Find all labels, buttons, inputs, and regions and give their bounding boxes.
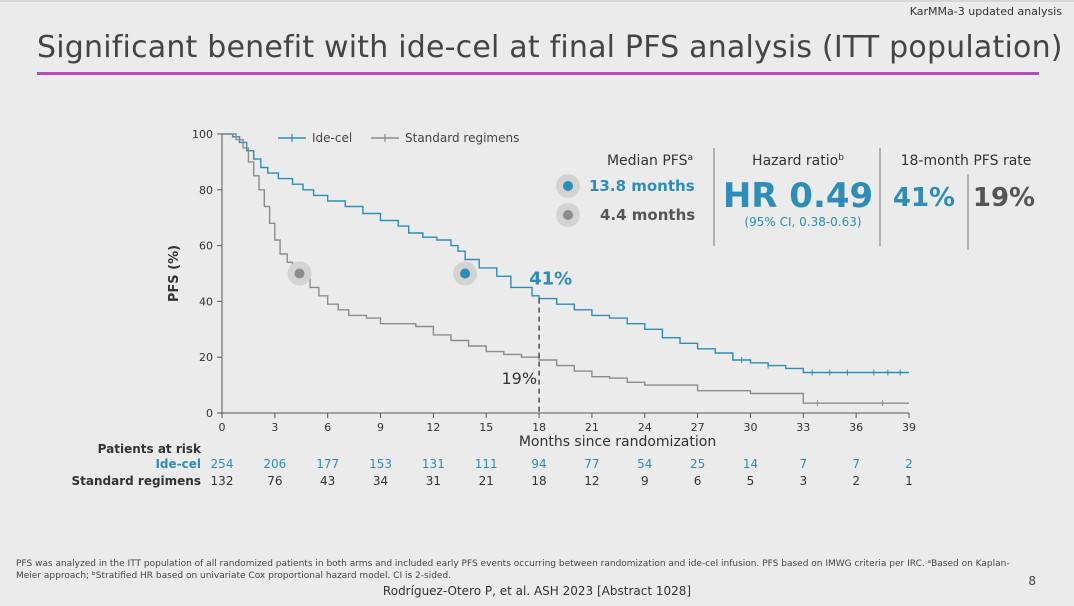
risk-cell: 131	[422, 457, 445, 471]
risk-cell: 25	[690, 457, 705, 471]
risk-cell: 77	[584, 457, 599, 471]
stats-panel: Median PFSa 13.8 months 4.4 months Hazard r…	[556, 148, 1035, 250]
x-tick-label: 6	[324, 421, 331, 434]
x-tick-label: 18	[532, 421, 546, 434]
risk-cell: 34	[373, 474, 388, 488]
risk-cell: 43	[320, 474, 335, 488]
citation: Rodríguez-Otero P, et al. ASH 2023 [Abst…	[382, 584, 692, 598]
risk-table-header: Patients at risk	[98, 442, 202, 456]
pfs-rate-standard: 19%	[973, 183, 1035, 213]
slide-title: Significant benefit with ide-cel at fina…	[37, 30, 1063, 65]
x-tick-label: 36	[849, 421, 863, 434]
median-legend-dot-idecel	[563, 181, 573, 191]
median-pfs-title: Median PFSa	[607, 153, 693, 169]
risk-cell: 31	[426, 474, 441, 488]
risk-cell: 153	[369, 457, 392, 471]
x-tick-label: 24	[638, 421, 652, 434]
series-layer	[222, 133, 909, 407]
risk-cell: 206	[263, 457, 286, 471]
risk-cell: 94	[531, 457, 546, 471]
y-tick-label: 100	[192, 128, 213, 141]
hazard-ratio-ci: (95% CI, 0.38-0.63)	[744, 215, 861, 229]
y-tick-label: 60	[199, 240, 213, 253]
risk-cell: 177	[316, 457, 339, 471]
y-axis-label: PFS (%)	[167, 245, 182, 302]
risk-cell: 3	[799, 474, 807, 488]
x-tick-label: 39	[902, 421, 916, 434]
x-tick-label: 30	[743, 421, 757, 434]
superscript: a	[687, 153, 693, 163]
risk-cell: 2	[905, 457, 913, 471]
risk-cell: 12	[584, 474, 599, 488]
risk-row-label: Standard regimens	[72, 474, 201, 488]
x-tick-label: 21	[585, 421, 599, 434]
risk-cell: 21	[479, 474, 494, 488]
median-marker-dot	[460, 268, 471, 279]
median-idecel-value: 13.8 months	[589, 177, 695, 195]
pfs-rate-idecel: 41%	[893, 183, 955, 213]
legend-label: Ide-cel	[312, 131, 352, 145]
median-legend-dot-standard	[563, 210, 573, 220]
y-tick-label: 40	[199, 295, 213, 308]
y-tick-label: 0	[206, 407, 213, 420]
risk-cell: 1	[905, 474, 913, 488]
landmark-standard-label: 19%	[502, 369, 538, 388]
risk-cell: 9	[641, 474, 649, 488]
risk-cell: 111	[475, 457, 498, 471]
x-tick-label: 12	[426, 421, 440, 434]
top-border	[0, 0, 1074, 2]
legend-label: Standard regimens	[405, 131, 519, 145]
hazard-ratio-value: HR 0.49	[723, 176, 873, 216]
footnote: PFS was analyzed in the ITT population o…	[16, 559, 1010, 581]
risk-cell: 132	[211, 474, 234, 488]
x-axis-label: Months since randomization	[519, 434, 716, 450]
risk-cell: 254	[211, 457, 234, 471]
risk-cell: 7	[799, 457, 807, 471]
risk-cell: 7	[852, 457, 860, 471]
risk-cell: 14	[743, 457, 758, 471]
y-tick-label: 80	[199, 184, 213, 197]
risk-cell: 18	[531, 474, 546, 488]
x-tick-label: 9	[377, 421, 384, 434]
x-tick-label: 27	[691, 421, 705, 434]
pfs-rate-title: 18-month PFS rate	[901, 153, 1032, 169]
page-number: 8	[1028, 574, 1036, 588]
risk-cell: 2	[852, 474, 860, 488]
median-standard-value: 4.4 months	[600, 206, 695, 224]
idecel-curve	[222, 133, 909, 374]
risk-cell: 76	[267, 474, 282, 488]
hazard-ratio-title: Hazard ratiob	[752, 153, 844, 169]
landmark-idecel-label: 41%	[529, 269, 572, 290]
risk-cell: 5	[747, 474, 755, 488]
x-tick-label: 33	[796, 421, 810, 434]
x-tick-label: 15	[479, 421, 493, 434]
risk-cell: 6	[694, 474, 702, 488]
risk-cell: 54	[637, 457, 652, 471]
superscript: b	[838, 153, 844, 163]
standard-curve	[222, 133, 909, 404]
x-tick-label: 0	[219, 421, 226, 434]
title-underline	[37, 72, 1039, 75]
header-tag: KarMMa-3 updated analysis	[909, 5, 1062, 18]
y-tick-label: 20	[199, 351, 213, 364]
x-tick-label: 3	[271, 421, 278, 434]
annotation-layer: Ide-cel Standard regimens 41% 19%	[278, 131, 572, 413]
risk-row-label: Ide-cel	[155, 457, 201, 471]
median-marker-dot	[294, 268, 305, 279]
